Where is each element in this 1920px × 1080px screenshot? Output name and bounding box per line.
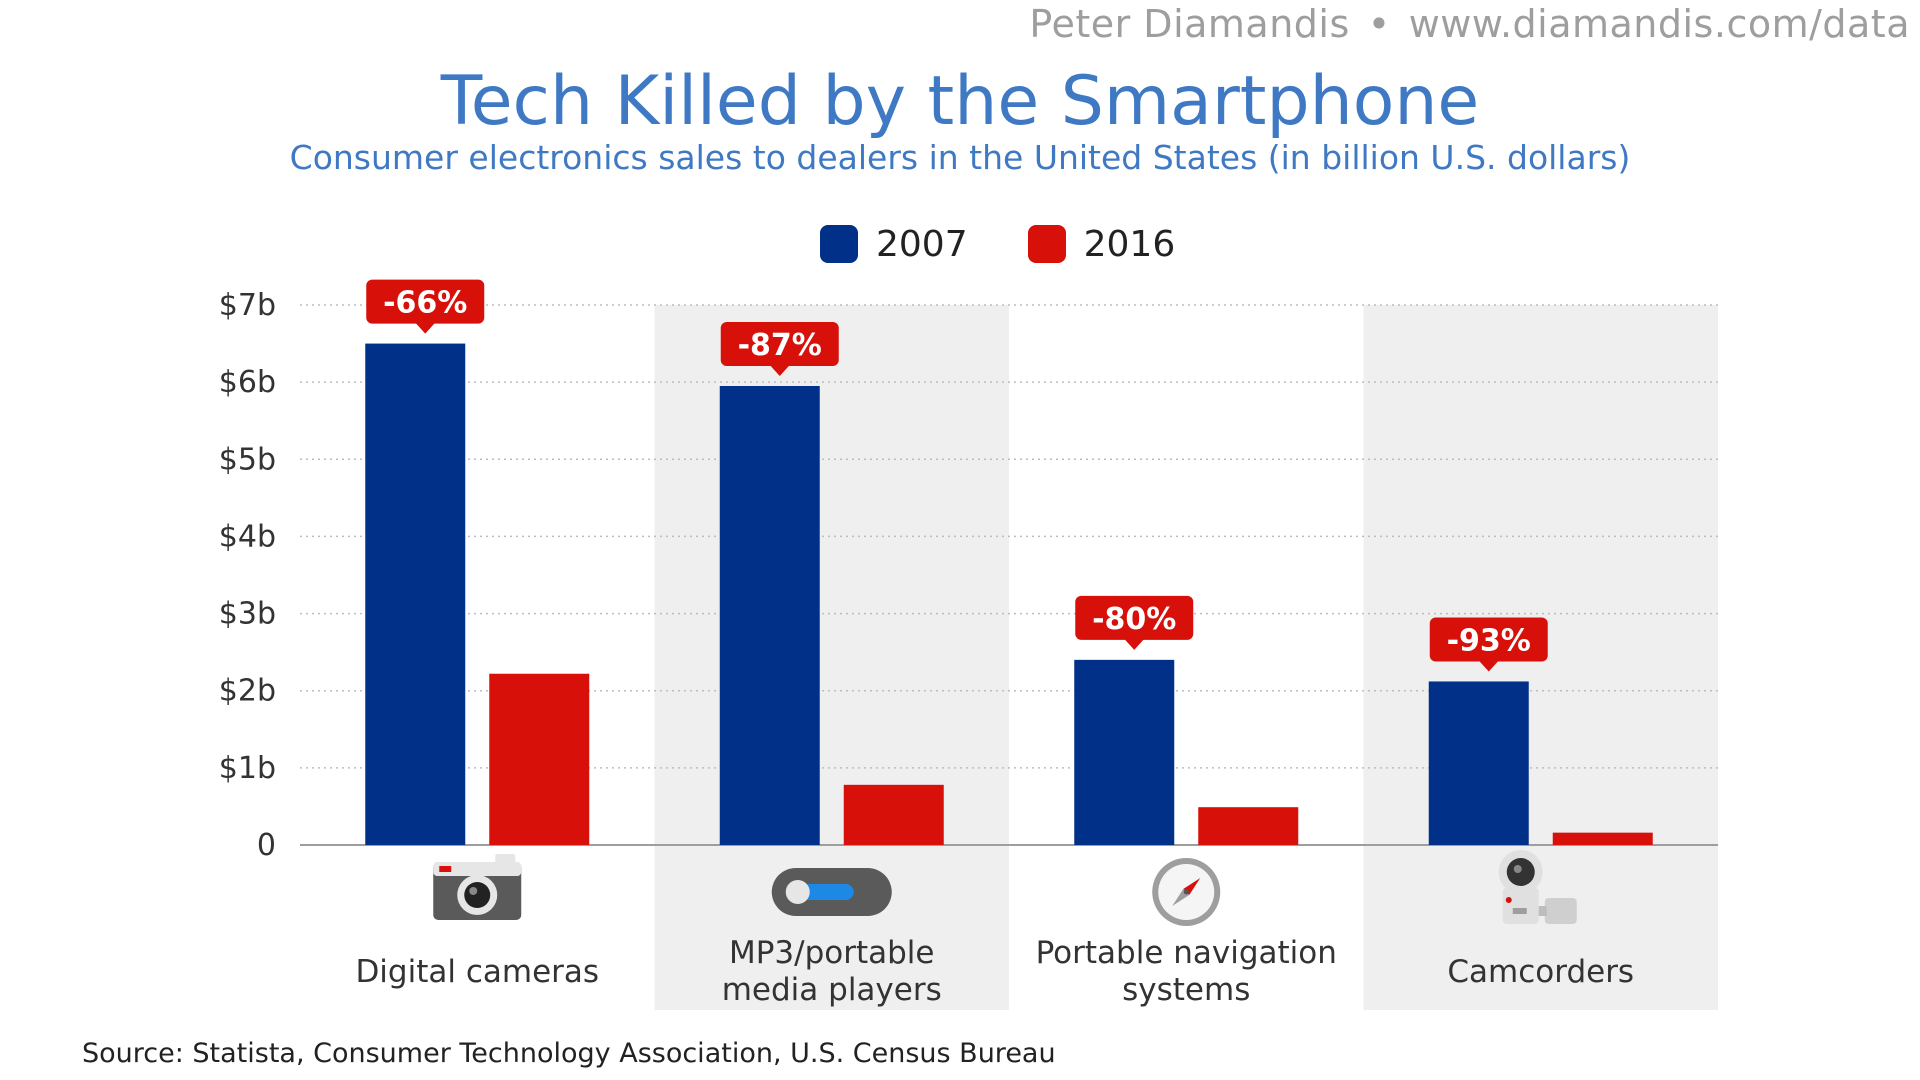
change-label: -93%: [1447, 623, 1531, 658]
chart-title: Tech Killed by the Smartphone: [440, 62, 1480, 141]
change-badge-pointer: [769, 365, 790, 376]
y-tick-label: $1b: [219, 751, 276, 786]
change-badge-3: [1075, 595, 1194, 640]
chart-subtitle: Consumer electronics sales to dealers in…: [289, 138, 1631, 177]
change-label: -80%: [1092, 602, 1176, 637]
legend-item-2016: 2016: [1027, 223, 1176, 265]
bar-2016-4: [1552, 832, 1653, 845]
y-tick-label: $2b: [219, 674, 276, 709]
bar-2016-2: [843, 784, 944, 845]
change-badge-2: [720, 322, 839, 366]
bar-2007-4: [1428, 681, 1529, 845]
camera-icon: [433, 854, 522, 920]
category-label: Camcorders: [1447, 954, 1634, 990]
website-link[interactable]: www.diamandis.com/data: [1408, 2, 1910, 46]
legend-label-2016: 2016: [1083, 223, 1176, 265]
change-badge-pointer: [1478, 660, 1499, 672]
y-tick-label: $4b: [219, 519, 276, 554]
camcorder-icon: [1498, 850, 1577, 924]
header-credit: Peter Diamandis • www.diamandis.com/data: [1029, 2, 1910, 46]
y-tick-label: $6b: [219, 365, 276, 400]
change-badge-1: [366, 279, 485, 324]
change-label: -66%: [383, 286, 467, 321]
change-label: -87%: [738, 328, 822, 363]
y-tick-label: $5b: [219, 442, 276, 477]
y-tick-label: $3b: [219, 597, 276, 632]
category-label: MP3/portable: [729, 935, 935, 971]
bar-2007-3: [1074, 659, 1175, 845]
y-tick-label: $7b: [219, 288, 276, 323]
category-label: Portable navigation: [1036, 935, 1337, 971]
legend: 2007 2016: [820, 222, 1235, 266]
source-note: Source: Statista, Consumer Technology As…: [82, 1038, 1056, 1069]
legend-label-2007: 2007: [876, 223, 968, 265]
category-label: Digital cameras: [355, 954, 599, 990]
category-label: media players: [722, 972, 942, 1008]
change-badge-pointer: [1124, 638, 1145, 650]
change-badge-4: [1429, 617, 1548, 662]
author-name: Peter Diamandis: [1029, 2, 1350, 46]
category-label: systems: [1122, 972, 1250, 1008]
compass-icon: [1152, 858, 1221, 926]
mp3-player-icon: [771, 868, 892, 916]
change-badge-pointer: [415, 322, 436, 334]
separator-dot: •: [1367, 2, 1391, 46]
bar-2007-2: [719, 386, 820, 845]
bar-2007-1: [365, 343, 466, 845]
legend-swatch-2007: [820, 225, 858, 263]
legend-item-2007: 2007: [820, 224, 968, 265]
bar-2016-1: [489, 673, 590, 845]
legend-swatch-2016: [1027, 225, 1066, 263]
y-tick-label: 0: [257, 828, 276, 863]
bar-2016-3: [1198, 807, 1299, 845]
